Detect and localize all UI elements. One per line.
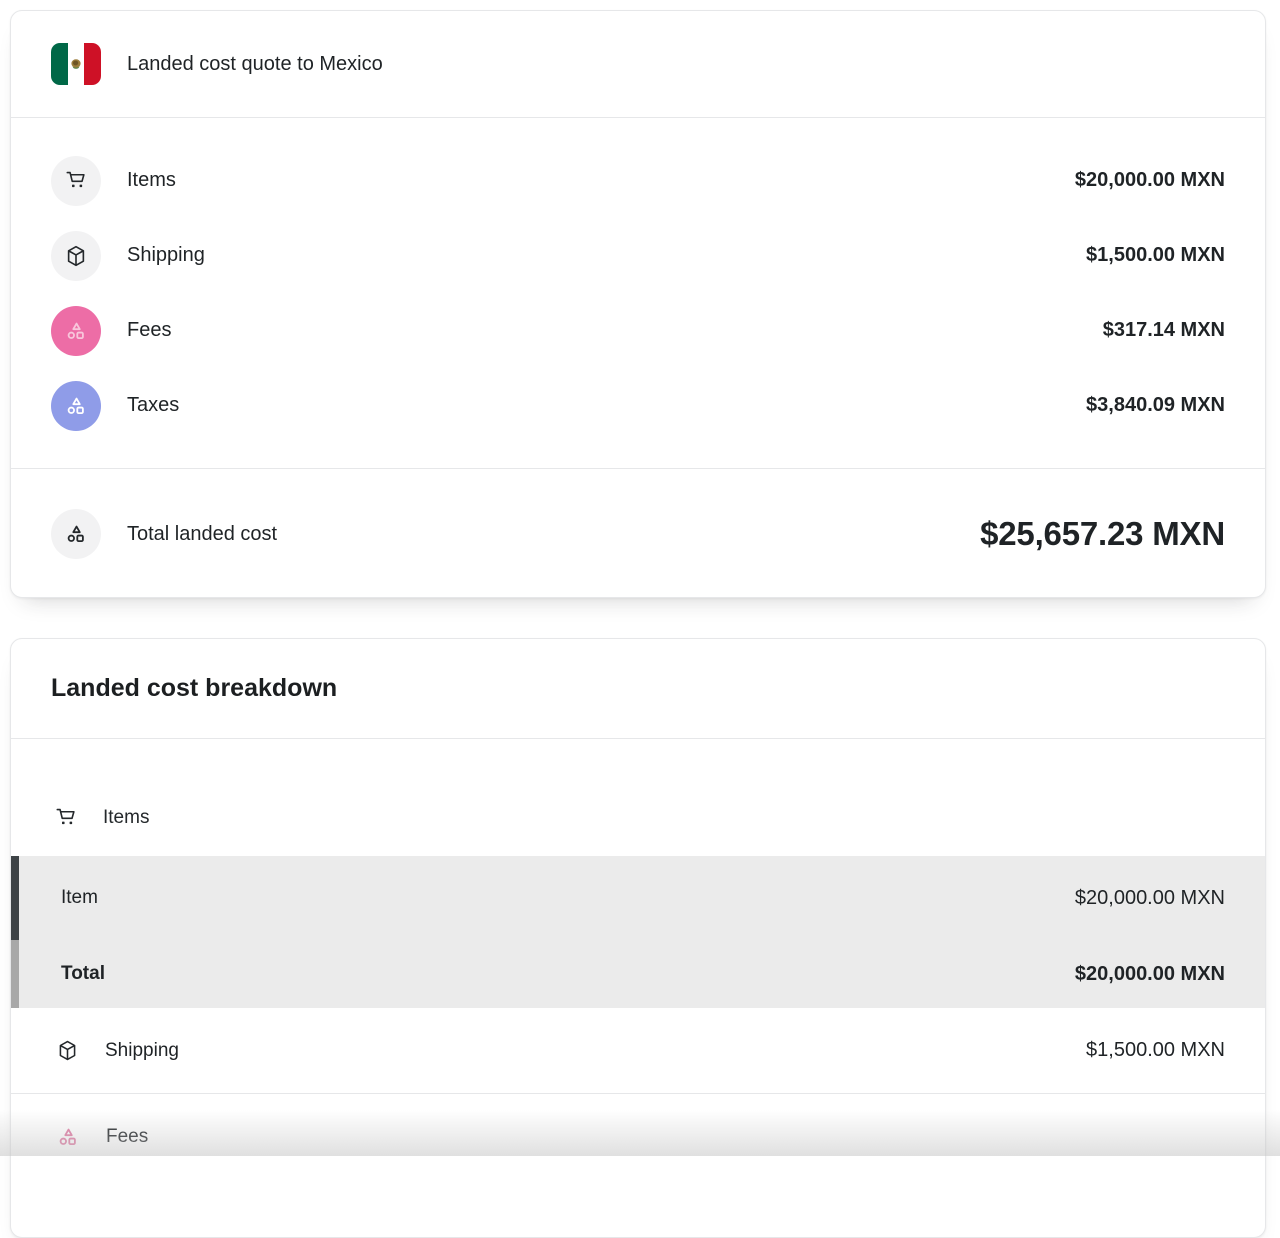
items-scrollbar [11,856,19,1008]
shapes-icon [51,509,101,559]
item-row-label: Item [61,887,98,908]
quote-card-header: Landed cost quote to Mexico [11,11,1265,118]
package-icon [55,1038,80,1063]
breakdown-shipping-row: Shipping $1,500.00 MXN [11,1008,1265,1094]
shapes-icon [55,1124,81,1150]
summary-row-label: Shipping [127,244,205,266]
mexico-flag-icon [51,43,101,85]
breakdown-item-row: Item $20,000.00 MXN [11,856,1265,940]
total-landed-cost-row: Total landed cost $25,657.23 MXN [11,468,1265,597]
breakdown-items-section-label: Items [103,806,150,828]
summary-row-value: $20,000.00 MXN [1074,169,1225,191]
items-total-label: Total [61,963,105,984]
quote-summary-rows: Items $20,000.00 MXN Shipping $1,500.00 … [11,118,1265,468]
scrollbar-thumb[interactable] [11,856,19,940]
summary-row-label: Items [127,169,176,191]
items-total-value: $20,000.00 MXN [1074,962,1225,985]
fees-row-label: Fees [106,1126,149,1147]
breakdown-fees-row: Fees [11,1094,1265,1180]
summary-row-label: Fees [127,319,172,341]
summary-row-value: $1,500.00 MXN [1086,244,1225,266]
landed-cost-quote-card: Landed cost quote to Mexico Items $20,00… [10,10,1266,598]
breakdown-card-header: Landed cost breakdown [11,639,1265,739]
cart-icon [51,155,101,206]
shipping-row-value: $1,500.00 MXN [1086,1039,1225,1061]
shapes-icon [51,305,101,356]
summary-row-value: $3,840.09 MXN [1086,394,1225,416]
package-icon [51,230,101,281]
landed-cost-breakdown-card: Landed cost breakdown Items Item $20,000… [10,638,1266,1238]
breakdown-items-total-row: Total $20,000.00 MXN [11,940,1265,1008]
total-landed-cost-value: $25,657.23 MXN [980,515,1225,552]
quote-card-title: Landed cost quote to Mexico [127,52,383,75]
summary-row-fees: Fees $317.14 MXN [51,293,1225,368]
breakdown-card-title: Landed cost breakdown [51,674,338,702]
cart-icon [55,806,78,829]
breakdown-items-group: Item $20,000.00 MXN Total $20,000.00 MXN [11,856,1265,1008]
summary-row-taxes: Taxes $3,840.09 MXN [51,368,1225,443]
summary-row-label: Taxes [127,394,180,416]
summary-row-shipping: Shipping $1,500.00 MXN [51,218,1225,293]
summary-row-value: $317.14 MXN [1102,319,1225,341]
shipping-row-label: Shipping [105,1039,179,1061]
total-landed-cost-label: Total landed cost [127,522,278,545]
summary-row-items: Items $20,000.00 MXN [51,143,1225,218]
shapes-icon [51,380,101,431]
breakdown-items-section-header: Items [11,739,1265,856]
scrollbar-track [11,940,19,1008]
item-row-value: $20,000.00 MXN [1074,886,1225,909]
